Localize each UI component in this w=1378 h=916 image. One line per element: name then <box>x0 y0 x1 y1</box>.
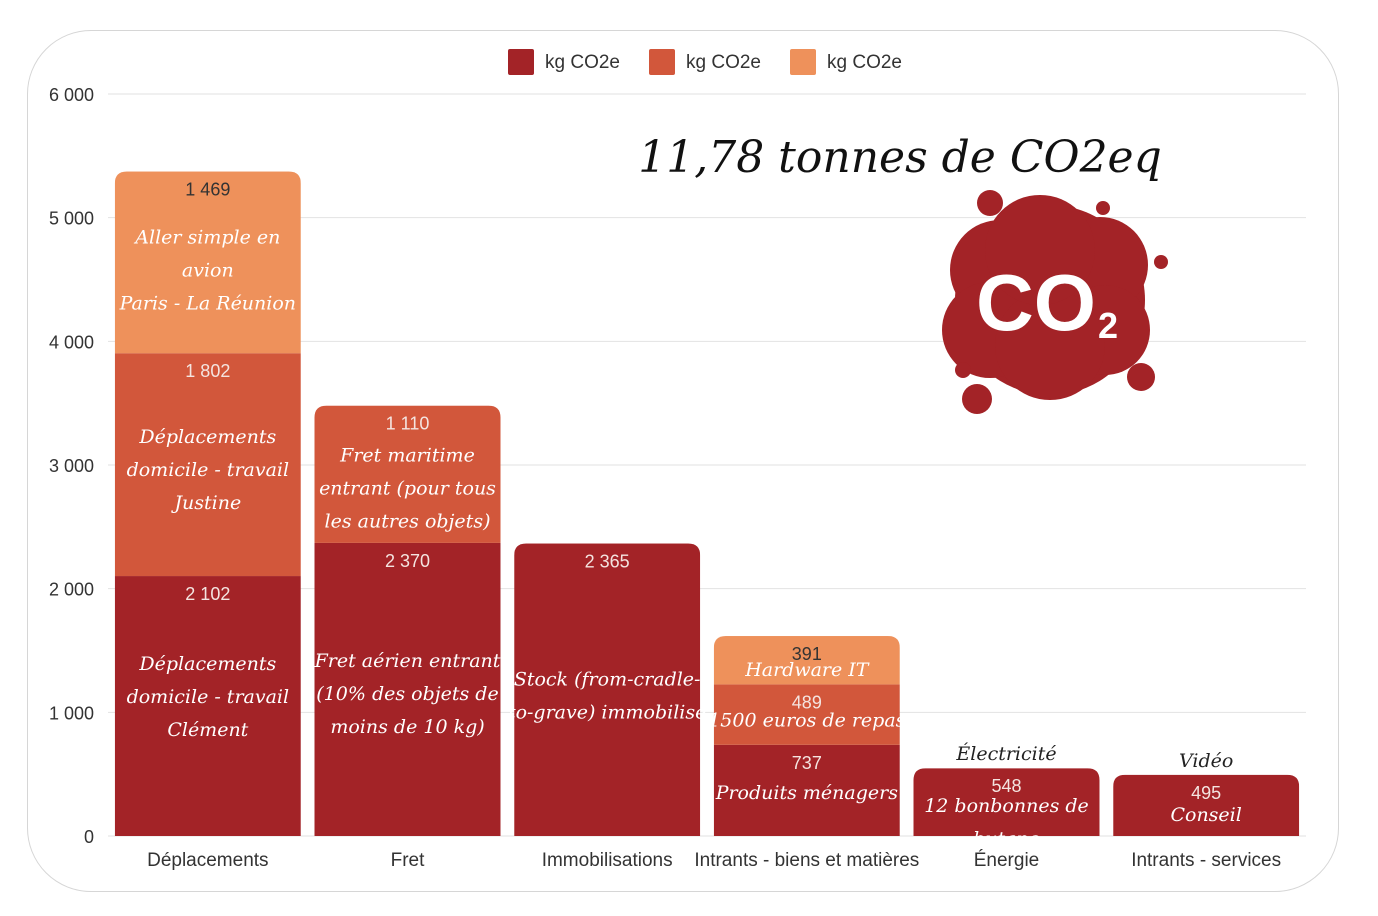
above-bar-label: Électricité <box>955 742 1056 765</box>
x-category-label: Déplacements <box>147 850 268 871</box>
segment-label: Déplacements domicile - travail Clément <box>127 653 290 741</box>
legend-swatch <box>508 49 534 75</box>
segment-label: Produits ménagers <box>715 782 899 804</box>
bar-segment <box>713 636 900 685</box>
segment-label: Déplacements domicile - travail Justine <box>127 426 290 514</box>
co2-cloud-icon: CO 2 <box>942 190 1168 414</box>
value-label: 495 <box>1191 783 1221 803</box>
segment-label: 1500 euros de repas <box>708 709 905 731</box>
above-bar-label: Vidéo <box>1179 750 1233 772</box>
value-label: 1 110 <box>386 414 430 434</box>
y-tick-label: 0 <box>84 827 94 847</box>
x-category-label: Fret <box>391 850 426 871</box>
value-label: 737 <box>792 753 822 773</box>
labels: 2 102 Déplacements domicile - travail Cléme… <box>119 180 1282 871</box>
segment-label: Conseil <box>1170 804 1241 826</box>
y-tick-label: 3 000 <box>49 456 94 476</box>
legend-label: kg CO2e <box>827 52 902 73</box>
bar-stack <box>913 768 1100 836</box>
value-label: 391 <box>792 644 822 664</box>
bar-segment <box>114 576 301 836</box>
bar-segment <box>1113 774 1300 836</box>
co2-badge-subscript: 2 <box>1098 305 1118 346</box>
y-tick-label: 1 000 <box>49 703 94 723</box>
value-label: 489 <box>792 692 822 712</box>
value-label: 548 <box>991 776 1021 796</box>
x-category-label: Intrants - biens et matières <box>694 850 919 871</box>
y-tick-label: 2 000 <box>49 580 94 600</box>
bar-stack <box>314 405 501 836</box>
legend: kg CO2e kg CO2e kg CO2e <box>508 49 902 75</box>
segment-label: Fret maritime entrant (pour tous les autre… <box>319 445 496 533</box>
value-label: 2 365 <box>585 552 630 572</box>
bar-stack <box>713 636 900 836</box>
bar-segment <box>114 171 301 354</box>
legend-swatch <box>790 49 816 75</box>
legend-label: kg CO2e <box>545 52 620 73</box>
legend-swatch <box>649 49 675 75</box>
bar-segment <box>514 543 701 836</box>
gridlines: 0 1 000 2 000 3 000 4 000 5 000 6 000 <box>49 85 1306 847</box>
headline: 11,78 tonnes de CO2eq <box>638 132 1162 183</box>
value-label: 2 102 <box>185 584 230 604</box>
value-label: 2 370 <box>385 551 430 571</box>
bar-segment <box>314 542 501 836</box>
y-tick-label: 6 000 <box>49 85 94 105</box>
y-tick-label: 5 000 <box>49 209 94 229</box>
x-category-label: Intrants - services <box>1131 850 1281 871</box>
value-label: 1 802 <box>185 361 230 381</box>
segment-label: Fret aérien entrant (10% des objets de moi… <box>314 650 501 738</box>
segment-label: Stock (from-cradle-to-grave) immobilisé <box>508 669 706 724</box>
segment-label: 12 bonbonnes de butane <box>924 795 1089 850</box>
legend-label: kg CO2e <box>686 52 761 73</box>
bar-stack <box>1113 774 1300 836</box>
bar-segment <box>713 684 900 745</box>
x-category-label: Immobilisations <box>542 850 673 871</box>
y-tick-label: 4 000 <box>49 332 94 352</box>
bar-stack <box>114 171 301 836</box>
x-category-label: Énergie <box>974 850 1040 871</box>
bar-stack <box>514 543 701 836</box>
bar-segment <box>314 405 501 543</box>
bar-segment <box>114 353 301 577</box>
bars <box>114 171 1300 836</box>
segment-label: Hardware IT <box>744 659 870 681</box>
bar-segment <box>913 768 1100 836</box>
value-label: 1 469 <box>185 180 230 200</box>
bar-segment <box>713 744 900 836</box>
segment-label: Aller simple en avion Paris - La Réunion <box>119 227 296 315</box>
co2-badge-text: CO <box>976 258 1096 347</box>
